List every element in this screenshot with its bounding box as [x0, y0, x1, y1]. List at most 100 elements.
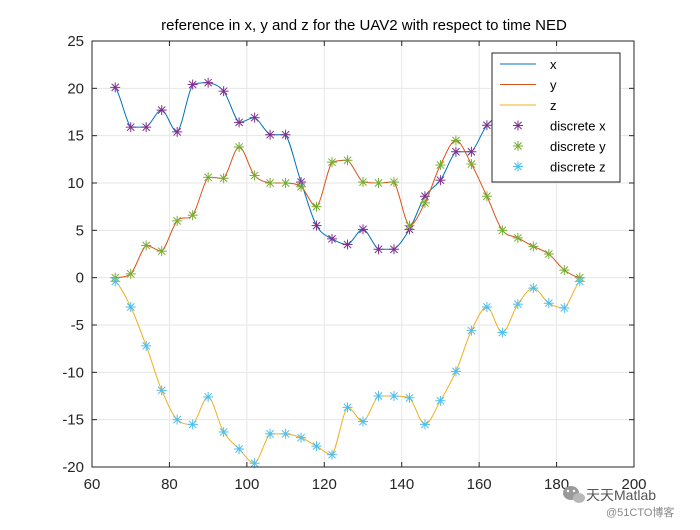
x-tick-label: 180 — [544, 476, 569, 493]
marker-discrete-y — [203, 172, 214, 183]
y-tick-label: 25 — [67, 33, 84, 50]
legend-swatch-discrete-y — [513, 141, 523, 151]
marker-discrete-x — [125, 122, 136, 133]
marker-discrete-z — [311, 441, 322, 452]
y-tick-label: 20 — [67, 80, 84, 97]
marker-discrete-z — [296, 432, 307, 443]
marker-discrete-z — [497, 327, 508, 338]
legend-swatch-discrete-z — [513, 161, 523, 172]
y-tick-label: -5 — [71, 317, 84, 334]
marker-discrete-z — [404, 392, 415, 403]
marker-discrete-x — [311, 220, 322, 231]
marker-discrete-y — [125, 268, 136, 279]
marker-discrete-y — [404, 220, 415, 231]
marker-discrete-x — [187, 79, 198, 90]
plot-markers — [110, 77, 585, 469]
marker-discrete-y — [280, 178, 291, 188]
marker-discrete-x — [466, 146, 477, 157]
marker-discrete-z — [512, 299, 523, 310]
legend-label-x: x — [550, 57, 557, 72]
marker-discrete-y — [466, 159, 477, 170]
marker-discrete-z — [358, 416, 368, 427]
y-tick-label: -20 — [62, 459, 84, 476]
marker-discrete-z — [450, 366, 461, 377]
marker-discrete-y — [388, 177, 399, 188]
wechat-icon — [563, 486, 585, 503]
legend-swatch-discrete-x — [513, 120, 523, 131]
marker-discrete-x — [218, 86, 229, 97]
marker-discrete-z — [265, 428, 276, 439]
legend-box — [491, 52, 621, 183]
marker-discrete-x — [172, 126, 183, 137]
y-tick-label: 0 — [76, 270, 84, 287]
y-tick-label: 10 — [67, 175, 84, 192]
marker-discrete-y — [481, 191, 492, 202]
marker-discrete-y — [559, 265, 570, 276]
marker-discrete-x — [265, 129, 276, 140]
marker-discrete-x — [388, 244, 399, 255]
x-tick-label: 80 — [161, 476, 178, 493]
marker-discrete-x — [481, 120, 492, 131]
marker-discrete-z — [528, 283, 539, 294]
marker-discrete-z — [172, 414, 183, 425]
marker-discrete-z — [327, 449, 338, 460]
legend: xyz discrete x discrete y discrete z — [491, 52, 621, 183]
marker-discrete-y — [497, 225, 508, 236]
marker-discrete-y — [187, 210, 198, 221]
marker-discrete-y — [327, 157, 338, 168]
axes-box — [91, 40, 635, 468]
marker-discrete-y — [543, 249, 554, 259]
marker-discrete-x — [373, 244, 384, 255]
marker-discrete-z — [342, 402, 353, 413]
x-tick-label: 160 — [467, 476, 492, 493]
marker-discrete-z — [234, 444, 245, 455]
marker-discrete-y — [358, 177, 368, 188]
marker-discrete-y — [172, 215, 183, 226]
marker-discrete-x — [234, 117, 245, 128]
x-tick-label: 120 — [312, 476, 337, 493]
marker-discrete-y — [218, 173, 229, 184]
marker-discrete-y — [512, 232, 523, 243]
legend-label-z: z — [550, 98, 557, 113]
legend-label-discrete-x: discrete x — [550, 119, 606, 134]
x-tick-label: 140 — [389, 476, 414, 493]
marker-discrete-y — [296, 181, 307, 192]
marker-discrete-z — [419, 419, 430, 430]
marker-discrete-z — [187, 419, 198, 430]
y-tick-label: 5 — [76, 222, 84, 239]
legend-label-discrete-z: discrete z — [550, 160, 606, 175]
marker-discrete-y — [450, 135, 461, 146]
y-tick-label: -10 — [62, 364, 84, 381]
marker-discrete-x — [358, 224, 368, 235]
marker-discrete-x — [342, 239, 353, 250]
marker-discrete-x — [203, 77, 214, 88]
watermark: 天天Matlab @51CTO博客 — [563, 486, 674, 519]
marker-discrete-z — [125, 302, 136, 313]
marker-discrete-y — [234, 142, 245, 153]
y-tick-label: -15 — [62, 412, 84, 429]
marker-discrete-z — [543, 298, 554, 309]
marker-discrete-z — [559, 302, 570, 313]
marker-discrete-y — [528, 241, 539, 252]
marker-discrete-z — [249, 458, 260, 469]
marker-discrete-y — [373, 178, 384, 188]
marker-discrete-z — [141, 340, 152, 351]
marker-discrete-x — [156, 105, 167, 116]
marker-discrete-z — [574, 276, 585, 287]
chart-title: reference in x, y and z for the UAV2 wit… — [161, 17, 567, 34]
marker-discrete-y — [311, 201, 322, 212]
marker-discrete-z — [466, 325, 477, 336]
marker-discrete-y — [141, 240, 152, 251]
marker-discrete-z — [388, 391, 399, 401]
marker-discrete-y — [265, 178, 276, 188]
marker-discrete-x — [110, 82, 121, 93]
marker-discrete-z — [110, 276, 121, 287]
marker-discrete-x — [327, 233, 338, 244]
x-tick-label: 200 — [621, 476, 646, 493]
legend-label-y: y — [550, 78, 557, 93]
watermark-title: 天天Matlab — [586, 487, 656, 503]
marker-discrete-y — [249, 170, 260, 181]
axis-ticks: 60 80 100 120 140 160 180 200 -20 -15 -10 -5 0 5 10 15 2… — [62, 33, 646, 493]
